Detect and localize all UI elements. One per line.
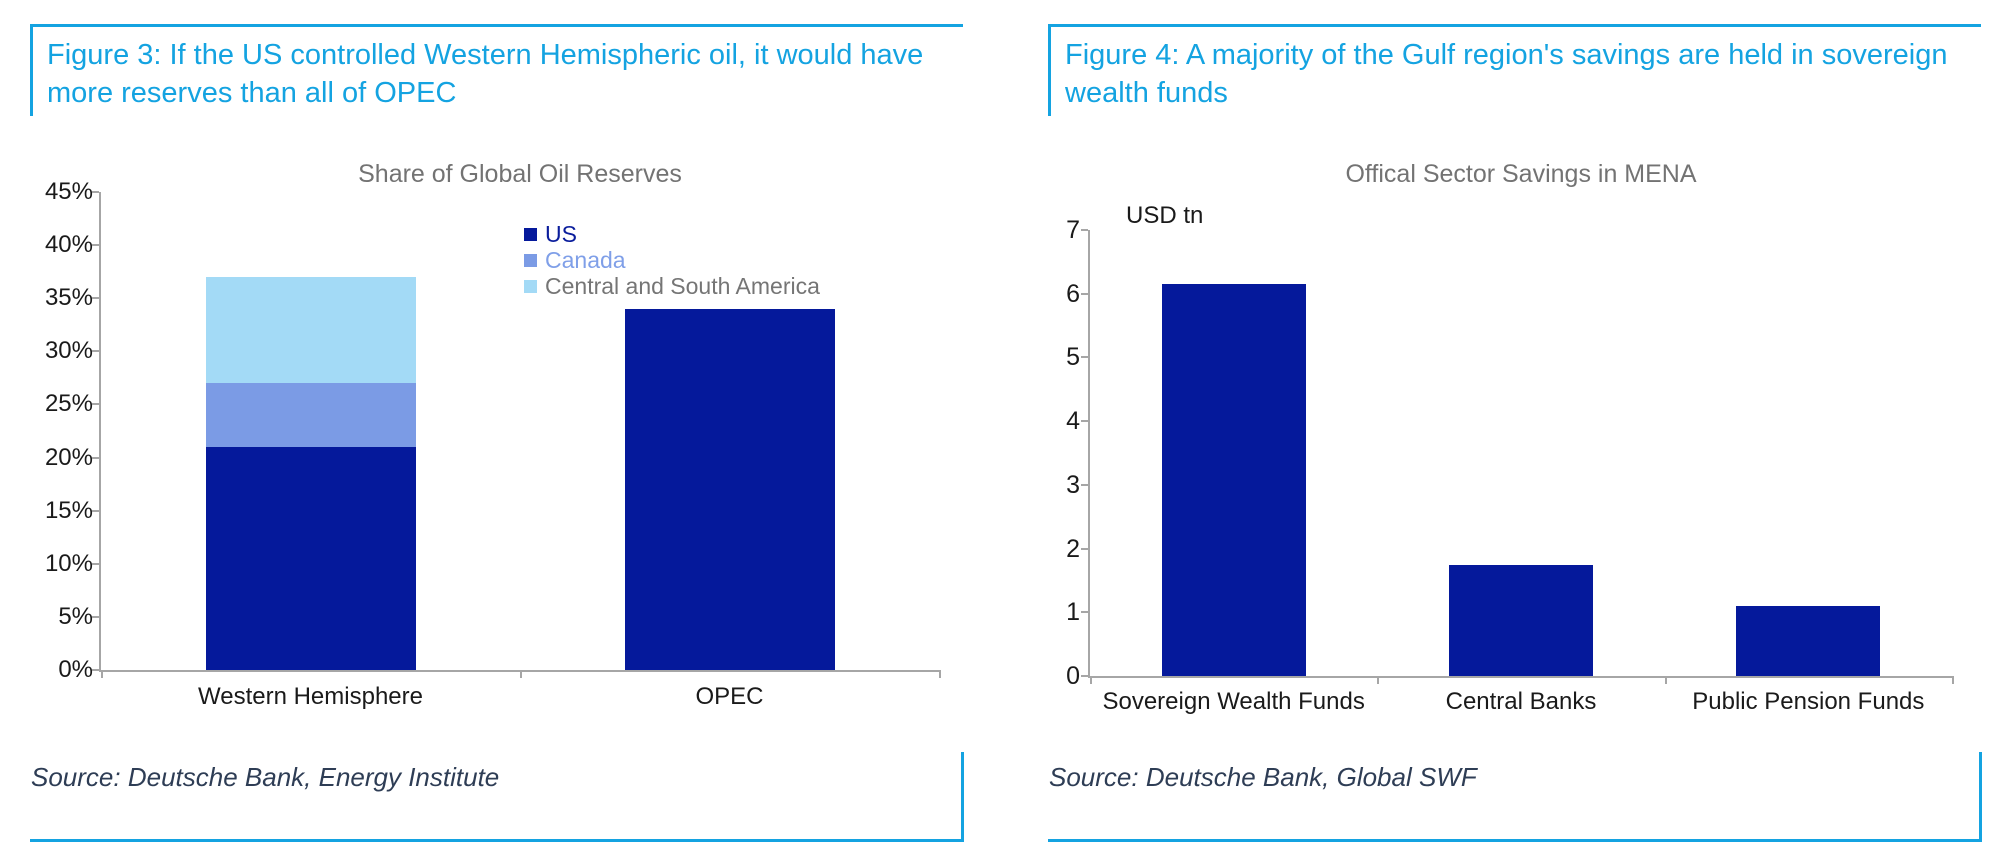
y-tick-label: 7 — [1066, 216, 1080, 244]
y-tick — [92, 350, 99, 353]
legend-item-us: US — [524, 220, 577, 248]
figure3-chart: Share of Global Oil Reserves 0% 5% 10% 15% 20… — [30, 130, 970, 730]
x-tick — [1090, 676, 1092, 684]
y-tick — [1081, 675, 1088, 677]
legend-label-canada: Canada — [545, 247, 626, 274]
figure4-title: Figure 4: A majority of the Gulf region'… — [1065, 39, 1948, 109]
figure4-source: Source: Deutsche Bank, Global SWF — [1049, 762, 1477, 792]
y-tick-label: 25% — [44, 390, 93, 418]
figure3-title-left-rule — [30, 24, 33, 116]
y-tick-label: 1 — [1066, 598, 1080, 627]
y-tick-label: 5% — [58, 602, 93, 630]
y-tick — [92, 191, 99, 193]
bar-segment-canada — [205, 383, 416, 447]
legend-swatch-canada — [524, 254, 537, 268]
y-tick — [92, 509, 99, 512]
x-tick — [1377, 676, 1380, 684]
figure3-top-rule — [30, 24, 963, 27]
y-tick — [1081, 292, 1088, 295]
y-tick — [1081, 611, 1088, 614]
y-tick — [92, 297, 99, 300]
y-tick — [92, 456, 99, 459]
bar-segment-sovereign-wealth-funds — [1161, 284, 1306, 676]
x-tick — [1664, 676, 1667, 684]
y-tick — [1081, 356, 1088, 359]
figure3-title: Figure 3: If the US controlled Western H… — [47, 39, 924, 109]
x-tick — [1952, 676, 1954, 684]
legend-item-canada: Canada — [524, 246, 626, 274]
y-tick-label: 2 — [1066, 534, 1080, 563]
y-tick-label: 10% — [44, 549, 93, 577]
chart-title: Share of Global Oil Reserves — [358, 160, 682, 188]
bar-segment-us — [205, 446, 416, 670]
legend-label-us: US — [545, 221, 577, 248]
y-tick — [92, 403, 99, 406]
y-tick-label: 20% — [44, 443, 93, 471]
figure4-chart: Offical Sector Savings in MENA USD tn 0 1 2 3… — [1048, 130, 1988, 730]
figure3-bottom-rule — [30, 839, 964, 842]
legend-label-central-and-south-america: Central and South America — [545, 273, 820, 300]
y-tick-label: 30% — [44, 337, 93, 365]
y-tick — [92, 562, 99, 565]
y-tick-label: 0 — [1066, 662, 1080, 690]
y-tick — [1081, 483, 1088, 486]
legend-swatch-us — [524, 228, 537, 242]
y-tick-label: 0% — [58, 656, 93, 683]
y-tick — [92, 615, 99, 618]
y-axis-line — [1088, 230, 1090, 678]
bar-segment-central-and-south-america — [205, 276, 416, 384]
y-tick-label: 4 — [1066, 407, 1080, 436]
x-tick — [101, 670, 103, 678]
bar-segment-opec — [624, 308, 835, 670]
y-tick-label: 45% — [44, 178, 93, 205]
x-category-label: OPEC — [695, 683, 764, 710]
figure4-bottom-rule — [1048, 839, 1982, 842]
chart-title: Offical Sector Savings in MENA — [1345, 160, 1697, 188]
y-tick-label: 3 — [1066, 470, 1080, 499]
x-axis-line — [1090, 676, 1954, 678]
y-tick — [1081, 420, 1088, 423]
bar-segment-public-pension-funds — [1736, 605, 1881, 676]
y-tick — [92, 244, 99, 247]
x-category-label: Central Banks — [1445, 688, 1597, 715]
x-category-label: Sovereign Wealth Funds — [1102, 688, 1365, 715]
figure4-top-rule — [1048, 24, 1981, 27]
legend-item-central-and-south-america: Central and South America — [524, 272, 820, 300]
y-tick-label: 15% — [44, 496, 93, 524]
y-tick-label: 6 — [1066, 279, 1080, 308]
bar-segment-central-banks — [1449, 564, 1593, 676]
figure3-source: Source: Deutsche Bank, Energy Institute — [31, 762, 500, 792]
x-category-label: Western Hemisphere — [198, 683, 423, 710]
figure3-bottom-right-rule — [961, 752, 964, 842]
y-tick-label: 40% — [44, 231, 93, 259]
x-tick — [939, 670, 941, 678]
y-tick — [1081, 547, 1088, 550]
legend-swatch-central-and-south-america — [524, 280, 537, 294]
y-tick — [92, 669, 99, 671]
x-tick — [520, 670, 522, 678]
x-category-label: Public Pension Funds — [1692, 688, 1925, 715]
y-tick — [1081, 229, 1088, 231]
y-tick-label: 5 — [1066, 343, 1080, 372]
figure4-bottom-right-rule — [1979, 752, 1982, 842]
y-tick-label: 35% — [44, 284, 93, 312]
figure4-title-left-rule — [1048, 24, 1051, 116]
y-axis-line — [99, 192, 101, 672]
axis-unit-label: USD tn — [1126, 202, 1204, 229]
